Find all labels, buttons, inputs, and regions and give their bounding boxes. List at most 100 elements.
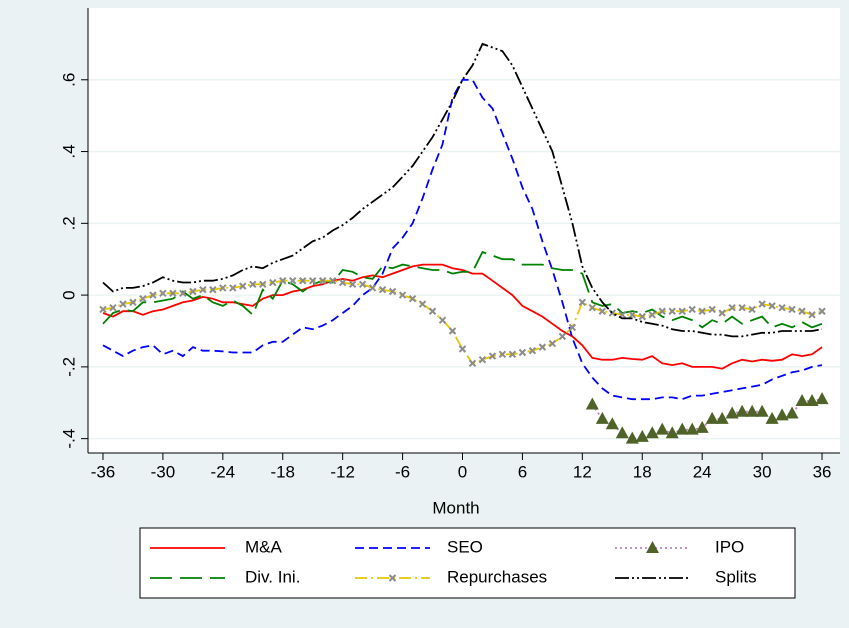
marker — [448, 327, 457, 335]
x-tick-label: 6 — [518, 462, 527, 481]
marker — [646, 541, 659, 553]
marker — [758, 300, 766, 308]
marker — [645, 426, 659, 439]
marker — [675, 422, 689, 435]
marker — [119, 300, 127, 308]
marker — [129, 298, 137, 306]
marker — [328, 277, 337, 285]
marker — [269, 278, 277, 287]
marker — [755, 404, 769, 417]
marker — [615, 426, 629, 439]
marker — [149, 291, 157, 299]
marker — [658, 307, 666, 315]
marker — [259, 280, 267, 289]
marker — [318, 277, 327, 285]
y-tick-label: .4 — [59, 144, 78, 158]
x-tick-label: 36 — [813, 462, 832, 481]
marker — [818, 307, 826, 315]
y-tick-label: -.4 — [59, 429, 78, 449]
marker — [478, 355, 487, 364]
marker — [748, 305, 756, 314]
marker — [585, 397, 599, 410]
marker — [718, 309, 726, 317]
marker — [788, 305, 796, 314]
marker — [179, 289, 187, 298]
marker — [99, 305, 107, 314]
marker — [528, 347, 537, 355]
marker — [815, 392, 829, 405]
series-line — [102, 250, 823, 329]
marker — [199, 286, 207, 294]
marker — [668, 307, 676, 315]
marker — [665, 426, 679, 439]
marker — [189, 287, 197, 296]
marker — [169, 289, 177, 298]
marker — [458, 345, 467, 353]
x-tick-label: 24 — [693, 462, 712, 481]
x-tick-label: 0 — [458, 462, 467, 481]
marker — [708, 305, 716, 314]
marker — [625, 431, 639, 444]
marker — [735, 404, 749, 417]
marker — [745, 404, 759, 417]
marker — [398, 291, 407, 299]
marker — [548, 339, 557, 348]
marker — [768, 302, 776, 310]
marker — [518, 348, 527, 357]
x-axis-title: Month — [432, 498, 479, 517]
plot-area — [88, 8, 840, 453]
marker — [209, 286, 217, 294]
y-tick-label: 0 — [59, 290, 78, 299]
marker — [468, 359, 477, 367]
marker — [239, 282, 247, 290]
marker — [725, 406, 739, 419]
x-tick-label: -18 — [270, 462, 295, 481]
marker — [765, 411, 779, 424]
marker — [705, 411, 719, 424]
marker — [605, 417, 619, 430]
marker — [795, 393, 809, 406]
marker — [598, 307, 607, 315]
marker — [358, 280, 367, 289]
marker — [655, 422, 669, 435]
marker — [695, 420, 709, 433]
y-tick-label: .6 — [59, 73, 78, 87]
marker — [378, 286, 387, 294]
marker — [678, 307, 686, 315]
marker — [308, 277, 317, 285]
marker — [338, 278, 347, 287]
marker — [289, 277, 297, 285]
series-line — [102, 42, 823, 338]
marker — [558, 332, 567, 341]
legend-label: Repurchases — [447, 567, 547, 586]
marker — [408, 294, 417, 303]
marker — [635, 429, 649, 442]
marker — [299, 277, 307, 285]
x-tick-label: -12 — [330, 462, 355, 481]
marker — [139, 294, 147, 303]
marker — [279, 277, 287, 285]
marker — [738, 303, 746, 312]
x-tick-label: 30 — [753, 462, 772, 481]
marker — [775, 408, 789, 421]
marker — [728, 303, 736, 312]
x-tick-label: 12 — [573, 462, 592, 481]
marker — [388, 287, 397, 296]
y-tick-label: .2 — [59, 216, 78, 230]
legend-label: Splits — [715, 567, 757, 586]
marker — [418, 300, 427, 308]
marker — [229, 284, 237, 292]
marker — [498, 350, 507, 359]
marker — [568, 323, 577, 332]
marker — [698, 307, 706, 315]
marker — [778, 303, 786, 312]
marker — [438, 316, 447, 324]
marker — [588, 303, 597, 312]
marker — [715, 411, 729, 424]
marker — [798, 307, 806, 315]
marker — [785, 406, 799, 419]
marker — [538, 343, 547, 351]
legend-label: Div. Ini. — [245, 567, 300, 586]
marker — [508, 350, 517, 359]
marker — [249, 280, 257, 289]
